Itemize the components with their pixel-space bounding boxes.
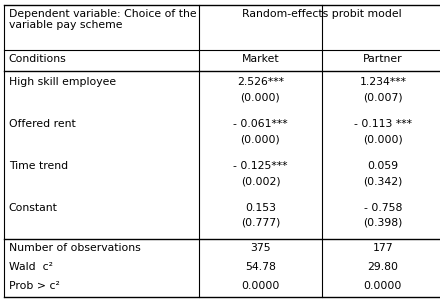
- Text: 2.526***: 2.526***: [237, 77, 284, 87]
- Text: (0.000): (0.000): [241, 92, 280, 102]
- Text: 375: 375: [250, 243, 271, 253]
- Text: 29.80: 29.80: [367, 262, 398, 272]
- Text: (0.398): (0.398): [363, 218, 403, 228]
- Text: Partner: Partner: [363, 54, 403, 64]
- Text: - 0.061***: - 0.061***: [233, 119, 288, 129]
- Text: Number of observations: Number of observations: [9, 243, 140, 253]
- Text: Conditions: Conditions: [9, 54, 66, 64]
- Text: 0.153: 0.153: [245, 203, 276, 213]
- Text: - 0.125***: - 0.125***: [233, 161, 288, 171]
- Text: High skill employee: High skill employee: [9, 77, 116, 87]
- Text: 1.234***: 1.234***: [359, 77, 406, 87]
- Text: (0.007): (0.007): [363, 92, 403, 102]
- Text: (0.000): (0.000): [363, 134, 403, 144]
- Text: 0.0000: 0.0000: [241, 281, 280, 291]
- Text: (0.777): (0.777): [241, 218, 280, 228]
- Text: Market: Market: [242, 54, 279, 64]
- Text: (0.000): (0.000): [241, 134, 280, 144]
- Text: - 0.113 ***: - 0.113 ***: [354, 119, 412, 129]
- Text: Prob > c²: Prob > c²: [9, 281, 60, 291]
- Text: 0.0000: 0.0000: [363, 281, 402, 291]
- Text: Offered rent: Offered rent: [9, 119, 76, 129]
- Text: Constant: Constant: [9, 203, 58, 213]
- Text: - 0.758: - 0.758: [363, 203, 402, 213]
- Text: (0.342): (0.342): [363, 176, 403, 186]
- Text: Random-effects probit model: Random-effects probit model: [242, 9, 401, 19]
- Text: 54.78: 54.78: [245, 262, 276, 272]
- Text: 0.059: 0.059: [367, 161, 398, 171]
- Text: Dependent variable: Choice of the
variable pay scheme: Dependent variable: Choice of the variab…: [9, 9, 196, 30]
- Text: (0.002): (0.002): [241, 176, 280, 186]
- Text: Time trend: Time trend: [9, 161, 68, 171]
- Text: 177: 177: [373, 243, 393, 253]
- Text: Wald  c²: Wald c²: [9, 262, 53, 272]
